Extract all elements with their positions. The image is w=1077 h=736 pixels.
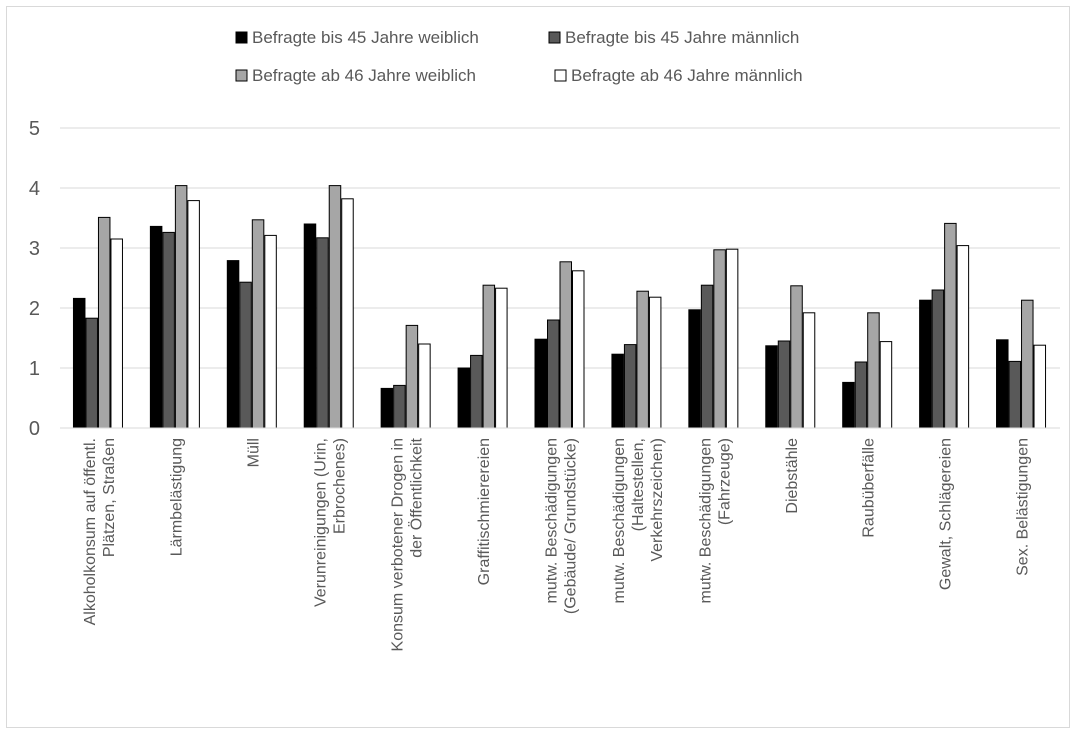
bar [418, 343, 431, 429]
y-tick-label: 1 [29, 358, 40, 380]
y-tick-label: 0 [29, 418, 40, 440]
bar [341, 198, 354, 429]
x-tick-label: Sex. Belästigungen [1015, 438, 1032, 576]
bar [1008, 360, 1022, 429]
bar [956, 245, 970, 429]
bar [226, 260, 240, 429]
bar [931, 289, 945, 429]
bar [713, 249, 726, 429]
bar [765, 345, 778, 429]
bar [688, 309, 701, 429]
bar [648, 296, 662, 429]
bar [328, 185, 342, 429]
bar [725, 248, 739, 429]
x-tick-label: mutw. Beschädigungen (Fahrzeuge) [697, 438, 733, 603]
bar [700, 284, 714, 429]
x-tick-label: Verunreinigungen (Urin, Erbrochenes) [313, 438, 349, 607]
x-tick-label: Raubüberfälle [861, 438, 878, 538]
bar [547, 319, 560, 429]
bar [534, 338, 547, 429]
bar [162, 231, 175, 429]
bar [572, 270, 585, 429]
y-tick-label: 2 [29, 298, 40, 320]
bar [867, 312, 880, 429]
bar [495, 287, 508, 429]
bar [1033, 344, 1047, 429]
bar [110, 238, 123, 429]
bar [470, 354, 483, 429]
x-tick-label: Alkoholkonsum auf öffentl. Plätzen, Straß… [82, 438, 118, 625]
bar [854, 361, 868, 429]
bar [393, 384, 406, 429]
bar [97, 216, 111, 429]
legend-label: Befragte ab 46 Jahre männlich [571, 66, 803, 85]
bar [636, 290, 649, 429]
y-tick-label: 5 [29, 118, 40, 140]
bar [919, 299, 932, 429]
bar [802, 312, 816, 429]
bar [251, 219, 265, 429]
bar [316, 237, 329, 429]
x-tick-label: mutw. Beschädigungen (Haltestellen, Verkeh… [611, 438, 666, 603]
bar [559, 261, 572, 429]
bar [264, 234, 277, 429]
bar [482, 284, 496, 429]
bar [623, 344, 637, 429]
x-tick-label: Lärmbelästigung [168, 438, 185, 556]
legend-swatch [235, 31, 248, 44]
bar [790, 285, 803, 429]
legend-swatch [554, 69, 567, 82]
x-tick-label: Graffitischmierereien [476, 438, 493, 585]
bar [777, 340, 791, 429]
x-tick-label: Müll [245, 438, 262, 467]
bar [996, 339, 1009, 429]
x-tick-label: Konsum verbotener Drogen in der Öffentlic… [390, 437, 426, 651]
legend-swatch [548, 31, 561, 44]
bar [149, 225, 163, 429]
bar [611, 353, 624, 429]
bar [85, 317, 98, 429]
bar [380, 387, 394, 429]
y-tick-label: 3 [29, 238, 40, 260]
legend-label: Befragte bis 45 Jahre weiblich [252, 28, 479, 47]
bar [944, 222, 957, 429]
y-tick-label: 4 [29, 178, 40, 200]
x-tick-label: mutw. Beschädigungen (Gebäude/ Grundstück… [544, 438, 580, 614]
legend-swatch [235, 69, 248, 82]
bar [187, 200, 200, 429]
bar [72, 297, 86, 429]
legend-label: Befragte bis 45 Jahre männlich [565, 28, 799, 47]
bar [879, 341, 893, 429]
bar [842, 381, 855, 429]
legend-label: Befragte ab 46 Jahre weiblich [252, 66, 476, 85]
bar [405, 324, 419, 429]
bar [457, 367, 471, 429]
bar [174, 185, 188, 429]
bar [239, 281, 252, 429]
x-tick-label: Gewalt, Schlägereien [938, 438, 955, 590]
bar [1021, 299, 1034, 429]
bar [303, 223, 317, 429]
x-tick-label: Diebstähle [784, 438, 801, 514]
